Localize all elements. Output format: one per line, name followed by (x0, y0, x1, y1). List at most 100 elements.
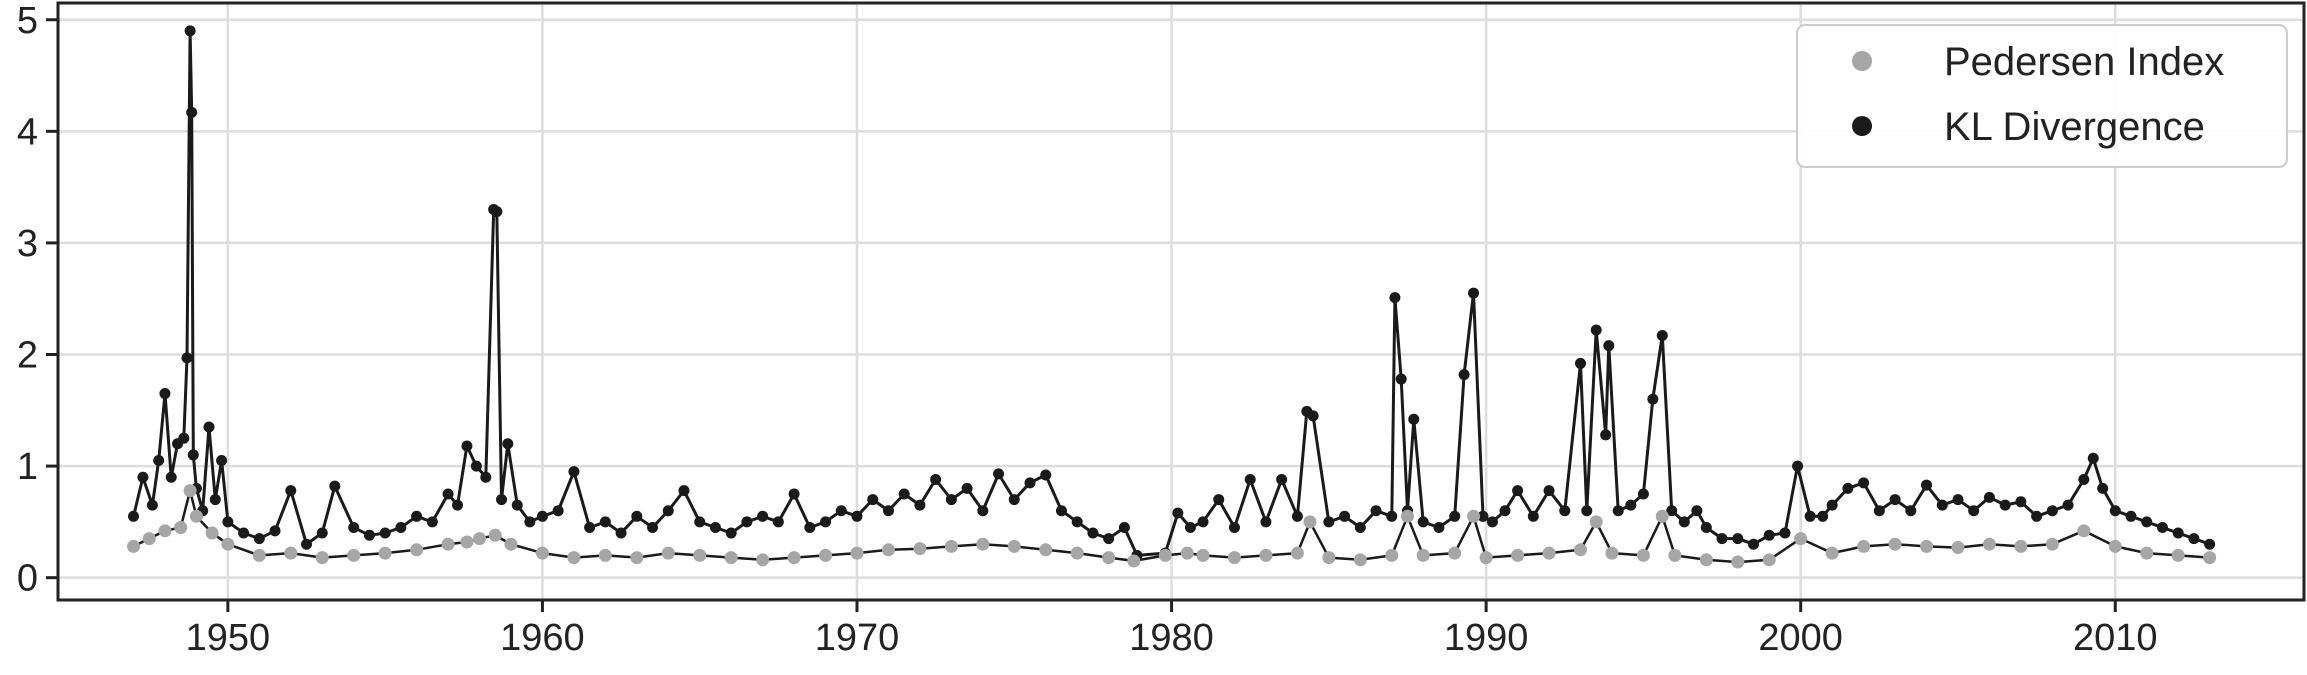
data-point-pedersen-index (2171, 548, 2185, 562)
data-point-kl-divergence (1625, 499, 1637, 511)
data-point-kl-divergence (1499, 505, 1511, 517)
data-point-pedersen-index (693, 548, 707, 562)
data-point-pedersen-index (661, 546, 675, 560)
x-tick-label: 1960 (500, 617, 585, 659)
data-point-kl-divergence (1700, 521, 1712, 533)
series-pedersen-index (126, 484, 2217, 569)
data-point-pedersen-index (473, 532, 487, 546)
data-point-pedersen-index (1353, 553, 1367, 567)
data-point-pedersen-index (205, 526, 219, 540)
data-point-kl-divergence (804, 521, 816, 533)
data-point-kl-divergence (1732, 533, 1744, 545)
data-point-pedersen-index (535, 546, 549, 560)
legend-marker-kl-divergence (1852, 116, 1872, 136)
data-point-pedersen-index (1400, 509, 1414, 523)
data-point-kl-divergence (395, 521, 407, 533)
data-point-kl-divergence (1433, 521, 1445, 533)
data-point-kl-divergence (159, 388, 171, 400)
data-point-kl-divergence (1417, 516, 1429, 528)
data-point-pedersen-index (1007, 539, 1021, 553)
data-point-pedersen-index (1127, 554, 1141, 568)
data-point-pedersen-index (284, 546, 298, 560)
data-point-kl-divergence (1527, 510, 1539, 522)
data-point-pedersen-index (1794, 532, 1808, 546)
data-point-kl-divergence (1889, 494, 1901, 506)
data-point-kl-divergence (1213, 494, 1225, 506)
ticks: 1950 1960 1970 1980 1990 2000 2010 0 1 2 3 4 5 (17, 0, 2158, 659)
data-point-kl-divergence (851, 510, 863, 522)
data-point-kl-divergence (1968, 505, 1980, 517)
data-point-kl-divergence (209, 494, 221, 506)
data-point-kl-divergence (1118, 521, 1130, 533)
data-point-pedersen-index (1731, 555, 1745, 569)
data-point-kl-divergence (1370, 505, 1382, 517)
data-point-kl-divergence (2172, 527, 2184, 539)
data-point-kl-divergence (615, 527, 627, 539)
x-tick-label: 2010 (2073, 617, 2158, 659)
data-point-pedersen-index (1655, 509, 1669, 523)
y-tick-label: 4 (17, 111, 38, 153)
data-point-pedersen-index (441, 537, 455, 551)
data-point-kl-divergence (1071, 516, 1083, 528)
data-point-pedersen-index (488, 528, 502, 542)
data-point-kl-divergence (1543, 485, 1555, 497)
data-point-pedersen-index (142, 532, 156, 546)
data-point-pedersen-index (1196, 548, 1210, 562)
data-point-pedersen-index (1322, 551, 1336, 565)
data-point-pedersen-index (1102, 551, 1116, 565)
data-point-kl-divergence (186, 106, 198, 118)
data-point-pedersen-index (2203, 551, 2217, 565)
data-point-kl-divergence (1804, 510, 1816, 522)
data-point-kl-divergence (757, 510, 769, 522)
data-point-pedersen-index (1290, 546, 1304, 560)
data-point-kl-divergence (1339, 510, 1351, 522)
legend-marker-pedersen-index (1852, 51, 1872, 71)
data-point-kl-divergence (496, 494, 508, 506)
data-point-kl-divergence (269, 525, 281, 537)
data-point-pedersen-index (221, 537, 235, 551)
data-point-pedersen-index (1762, 553, 1776, 567)
data-point-kl-divergence (127, 510, 139, 522)
data-point-pedersen-index (1636, 548, 1650, 562)
data-point-pedersen-index (1070, 546, 1084, 560)
data-point-kl-divergence (1228, 521, 1240, 533)
data-point-pedersen-index (787, 551, 801, 565)
data-point-kl-divergence (898, 488, 910, 500)
data-point-kl-divergence (678, 485, 690, 497)
data-point-kl-divergence (1408, 413, 1420, 425)
data-point-kl-divergence (153, 455, 165, 467)
data-point-kl-divergence (184, 25, 196, 37)
data-point-kl-divergence (187, 449, 199, 461)
data-point-pedersen-index (567, 551, 581, 565)
plot-frame (56, 1, 2306, 602)
data-point-pedersen-index (1573, 543, 1587, 557)
data-point-pedersen-index (1467, 509, 1481, 523)
data-point-kl-divergence (2087, 452, 2099, 464)
data-point-pedersen-index (1227, 551, 1241, 565)
data-point-pedersen-index (1825, 546, 1839, 560)
data-point-kl-divergence (1354, 521, 1366, 533)
data-point-pedersen-index (2108, 539, 2122, 553)
data-point-kl-divergence (2156, 521, 2168, 533)
data-point-pedersen-index (460, 535, 474, 549)
data-point-kl-divergence (788, 488, 800, 500)
data-point-pedersen-index (1589, 515, 1603, 529)
data-point-kl-divergence (1260, 516, 1272, 528)
y-tick-label: 2 (17, 335, 38, 377)
data-point-pedersen-index (1448, 546, 1462, 560)
data-point-kl-divergence (451, 499, 463, 511)
data-point-kl-divergence (1055, 505, 1067, 517)
data-point-kl-divergence (1486, 516, 1498, 528)
data-point-kl-divergence (1748, 538, 1760, 550)
data-point-kl-divergence (977, 505, 989, 517)
data-point-kl-divergence (1678, 516, 1690, 528)
data-point-kl-divergence (1999, 499, 2011, 511)
data-point-kl-divergence (1936, 499, 1948, 511)
data-point-pedersen-index (913, 542, 927, 556)
data-point-kl-divergence (379, 527, 391, 539)
data-point-pedersen-index (1920, 539, 1934, 553)
data-point-kl-divergence (1779, 527, 1791, 539)
data-point-kl-divergence (285, 485, 297, 497)
data-point-pedersen-index (1416, 548, 1430, 562)
data-point-kl-divergence (165, 471, 177, 483)
